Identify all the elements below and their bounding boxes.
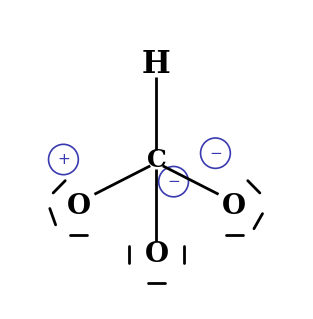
Text: O: O: [144, 241, 169, 268]
Text: H: H: [142, 49, 171, 80]
Text: O: O: [67, 193, 91, 220]
Text: +: +: [57, 152, 70, 167]
Text: C: C: [146, 147, 167, 172]
Text: −: −: [209, 146, 222, 161]
Text: −: −: [167, 174, 180, 189]
Text: O: O: [222, 193, 246, 220]
